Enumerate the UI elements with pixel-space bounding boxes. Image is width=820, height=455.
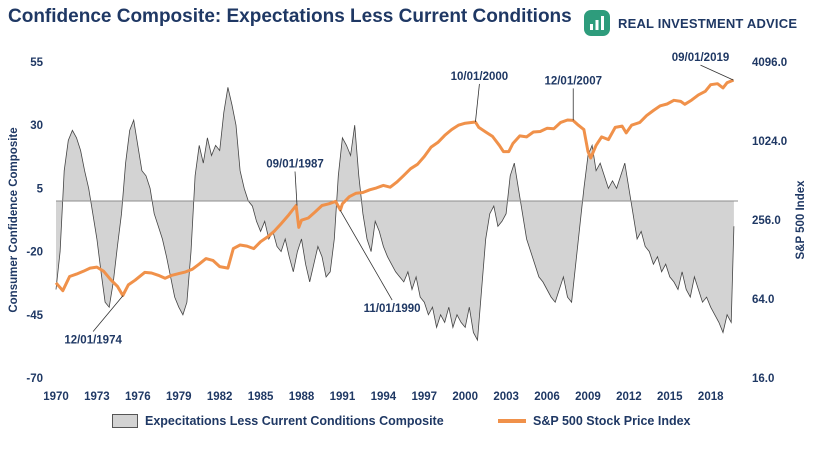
y-right-tick-label: 256.0 [752, 215, 781, 227]
area-series-fill [56, 87, 734, 341]
legend-swatch-area [112, 414, 138, 428]
y-right-tick-label: 64.0 [752, 294, 774, 306]
annotation-label: 11/01/1990 [364, 303, 421, 315]
x-tick-label: 1991 [330, 391, 356, 403]
x-tick-label: 1988 [289, 391, 315, 403]
x-tick-label: 2000 [452, 391, 478, 403]
y-left-tick-label: -20 [26, 247, 43, 259]
chart-title: Confidence Composite: Expectations Less … [8, 6, 572, 27]
annotation-leader [339, 209, 393, 301]
y-left-tick-label: 55 [30, 57, 43, 69]
x-tick-label: 1976 [125, 391, 151, 403]
area-series-outline [55, 87, 735, 342]
brand-name: REAL INVESTMENT ADVICE [618, 15, 798, 31]
annotation-label: 12/01/2007 [544, 75, 602, 87]
annotation-label: 12/01/1974 [64, 335, 122, 347]
x-tick-label: 1982 [207, 391, 233, 403]
y-left-tick-label: 30 [30, 120, 43, 132]
chart-logo-icon [584, 10, 610, 36]
x-tick-label: 1994 [371, 391, 397, 403]
x-tick-label: 1979 [166, 391, 192, 403]
y-right-tick-label: 4096.0 [752, 57, 787, 69]
x-tick-label: 2012 [616, 391, 642, 403]
legend-swatch-line [498, 419, 526, 423]
y-right-axis-title: S&P 500 Index [795, 180, 807, 260]
annotation-label: 09/01/2019 [672, 52, 730, 64]
x-tick-label: 2009 [575, 391, 601, 403]
y-left-tick-label: -70 [26, 373, 43, 385]
x-tick-label: 1970 [43, 391, 69, 403]
annotation-leader [475, 83, 480, 123]
x-tick-label: 2006 [534, 391, 560, 403]
annotation-label: 10/01/2000 [451, 71, 509, 83]
x-tick-label: 2018 [698, 391, 724, 403]
legend-item-line: S&P 500 Stock Price Index [498, 414, 691, 428]
y-right-tick-label: 1024.0 [752, 136, 787, 148]
y-right-tick-label: 16.0 [752, 373, 774, 385]
y-left-axis-title: Consumer Confidence Composite [8, 127, 20, 312]
annotation-label: 09/01/1987 [266, 159, 324, 171]
legend-item-area: Expecitations Less Current Conditions Co… [112, 414, 444, 428]
x-tick-label: 1973 [84, 391, 110, 403]
x-tick-label: 2015 [657, 391, 683, 403]
sp500-line [54, 78, 735, 297]
x-tick-label: 1997 [411, 391, 437, 403]
legend-label-line: S&P 500 Stock Price Index [533, 414, 691, 428]
x-tick-label: 2003 [493, 391, 519, 403]
annotation-leader [294, 171, 298, 206]
annotation-leader [92, 295, 124, 332]
x-tick-label: 1985 [248, 391, 274, 403]
annotation-leader [700, 64, 734, 81]
y-left-tick-label: 5 [37, 183, 44, 195]
y-left-tick-label: -45 [26, 310, 43, 322]
legend-label-area: Expecitations Less Current Conditions Co… [145, 414, 444, 428]
brand-logo: REAL INVESTMENT ADVICE [584, 8, 797, 38]
legend: Expecitations Less Current Conditions Co… [0, 414, 820, 434]
